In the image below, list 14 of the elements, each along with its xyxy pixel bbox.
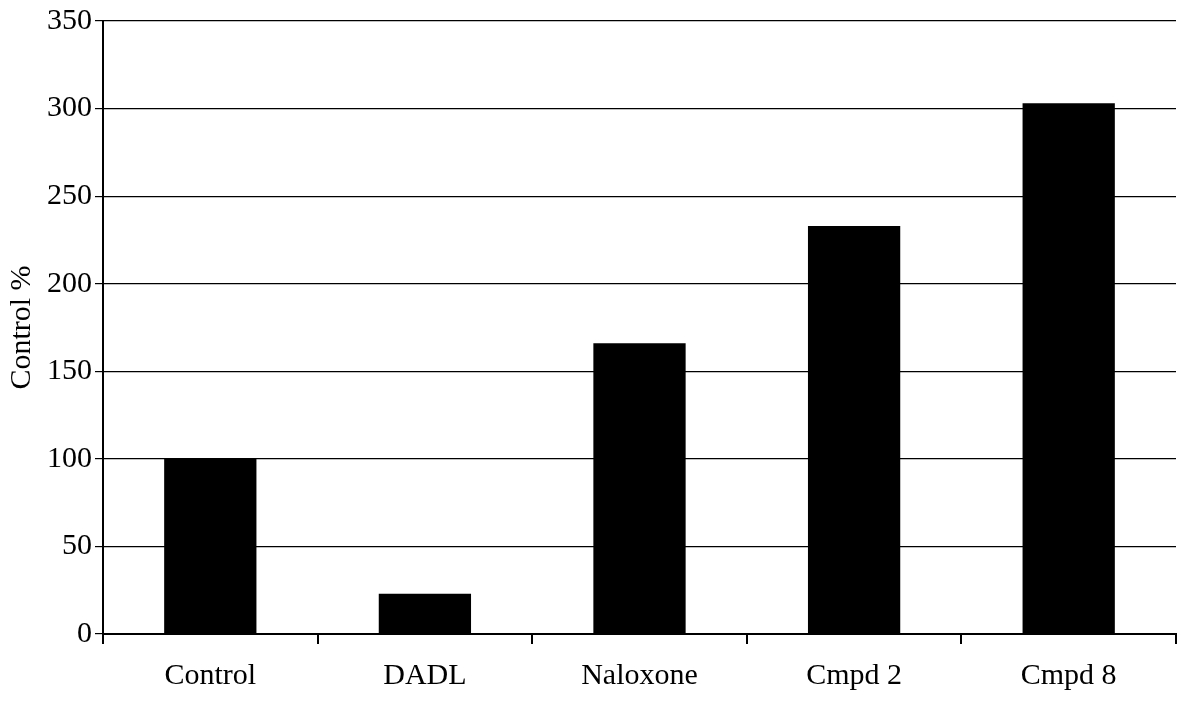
y-tick-label: 250 xyxy=(47,177,92,211)
y-tick-label: 150 xyxy=(47,352,92,386)
y-tick-label: 200 xyxy=(47,264,92,298)
y-tick-label: 300 xyxy=(47,89,92,123)
y-tick-label: 350 xyxy=(47,1,92,35)
y-tick-label: 0 xyxy=(77,614,92,648)
x-tick-label: Cmpd 8 xyxy=(1020,656,1117,690)
x-tick-label: Cmpd 2 xyxy=(806,656,903,690)
y-tick-label: 100 xyxy=(47,439,92,473)
x-tick-label: DADL xyxy=(383,656,467,690)
x-tick-label: Control xyxy=(164,656,257,690)
x-tick-label: Naloxone xyxy=(581,656,698,690)
y-tick-label: 50 xyxy=(62,527,92,561)
y-axis-title: Control % xyxy=(2,265,36,390)
